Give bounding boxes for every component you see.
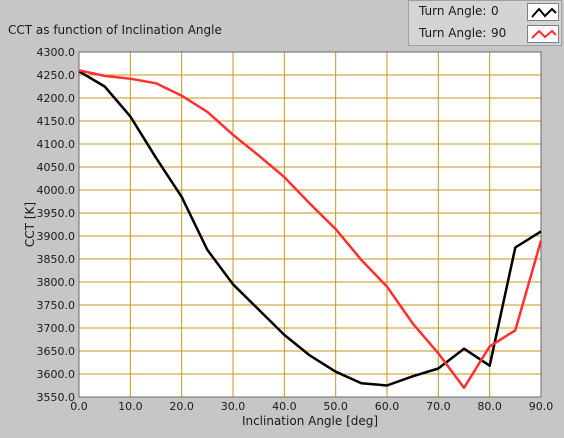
x-tick-label: 60.0 [375, 400, 400, 413]
x-tick-label: 10.0 [118, 400, 143, 413]
legend-entry-1: Turn Angle: 90 [409, 23, 563, 45]
black-line-swatch-icon [531, 7, 557, 18]
plot-background [79, 52, 541, 397]
legend-label: Turn Angle: [419, 26, 487, 40]
x-tick-label: 50.0 [323, 400, 348, 413]
plot-legend: Turn Angle: 0 Turn Angle: 90 [408, 0, 562, 46]
x-tick-label: 0.0 [70, 400, 88, 413]
y-tick-label: 3850.0 [37, 253, 76, 266]
legend-swatch-icon[interactable] [527, 25, 559, 43]
legend-label: Turn Angle: [419, 4, 487, 18]
plot-border [78, 51, 542, 398]
y-tick-label: 4000.0 [37, 184, 76, 197]
x-tick-label: 40.0 [272, 400, 297, 413]
y-tick-label: 3950.0 [37, 207, 76, 220]
legend-entry-0: Turn Angle: 0 [409, 1, 563, 23]
x-tick-label: 80.0 [477, 400, 502, 413]
x-tick-label: 70.0 [426, 400, 451, 413]
legend-swatch-icon[interactable] [527, 3, 559, 21]
legend-value: 90 [491, 26, 507, 40]
x-tick-label: 30.0 [221, 400, 246, 413]
series-line-0 [78, 70, 542, 387]
y-tick-label: 4150.0 [37, 115, 76, 128]
series-line-1 [78, 69, 543, 390]
y-tick-label: 3800.0 [37, 276, 76, 289]
chart-title: CCT as function of Inclination Angle [8, 23, 222, 37]
y-axis-label: CCT [K] [23, 202, 37, 247]
red-line-swatch-icon [531, 29, 557, 39]
x-axis-label: Inclination Angle [deg] [242, 414, 378, 428]
legend-value: 0 [491, 4, 499, 18]
y-tick-label: 4100.0 [37, 138, 76, 151]
y-tick-label: 3650.0 [37, 345, 76, 358]
y-tick-label: 3550.0 [37, 391, 76, 404]
x-tick-label: 90.0 [529, 400, 554, 413]
y-tick-label: 3600.0 [37, 368, 76, 381]
y-tick-label: 4250.0 [37, 69, 76, 82]
y-tick-label: 4300.0 [37, 46, 76, 59]
x-tick-label: 20.0 [169, 400, 194, 413]
y-tick-label: 4050.0 [37, 161, 76, 174]
y-tick-label: 3700.0 [37, 322, 76, 335]
y-tick-label: 3900.0 [37, 230, 76, 243]
y-tick-label: 3750.0 [37, 299, 76, 312]
y-tick-label: 4200.0 [37, 92, 76, 105]
